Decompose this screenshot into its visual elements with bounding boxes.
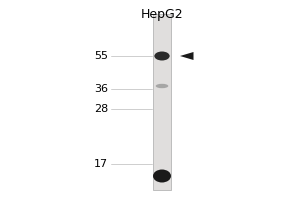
Polygon shape xyxy=(180,52,194,60)
Text: 36: 36 xyxy=(94,84,108,94)
Text: 28: 28 xyxy=(94,104,108,114)
Ellipse shape xyxy=(156,84,168,88)
Text: HepG2: HepG2 xyxy=(141,8,183,21)
Ellipse shape xyxy=(154,51,170,60)
Ellipse shape xyxy=(153,170,171,182)
Bar xyxy=(153,14,171,190)
Text: 55: 55 xyxy=(94,51,108,61)
Text: 17: 17 xyxy=(94,159,108,169)
